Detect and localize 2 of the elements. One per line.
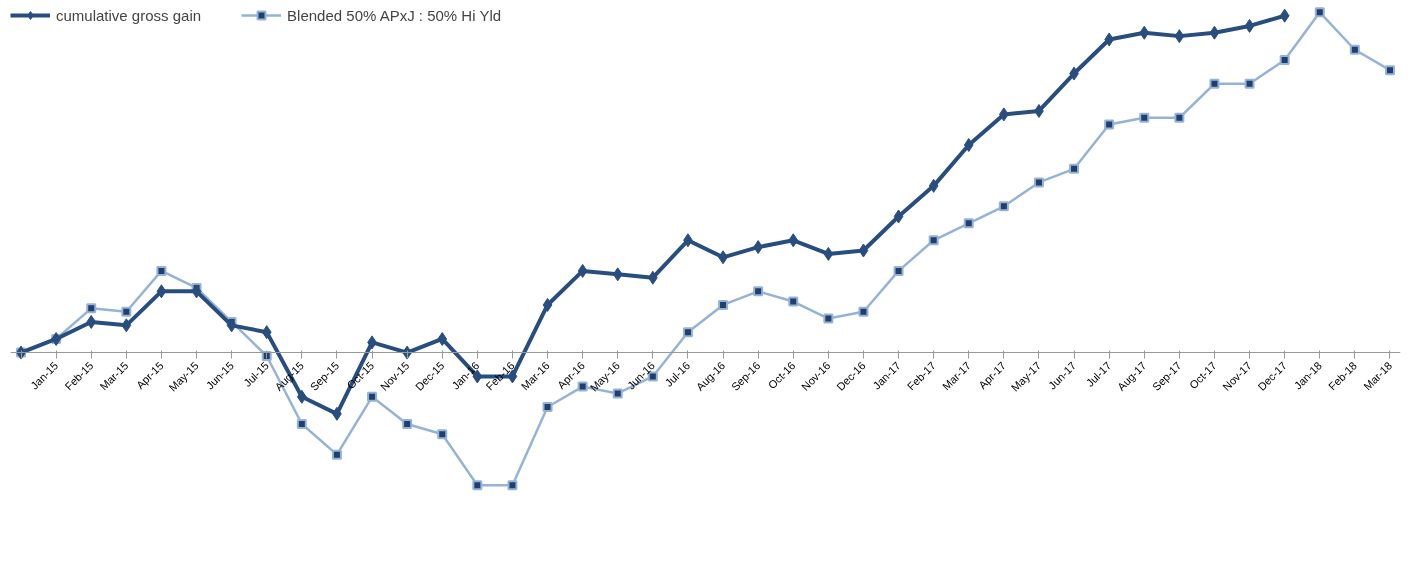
legend-label: Blended 50% APxJ : 50% Hi Yld (287, 6, 502, 24)
legend-label: cumulative gross gain (56, 6, 202, 24)
